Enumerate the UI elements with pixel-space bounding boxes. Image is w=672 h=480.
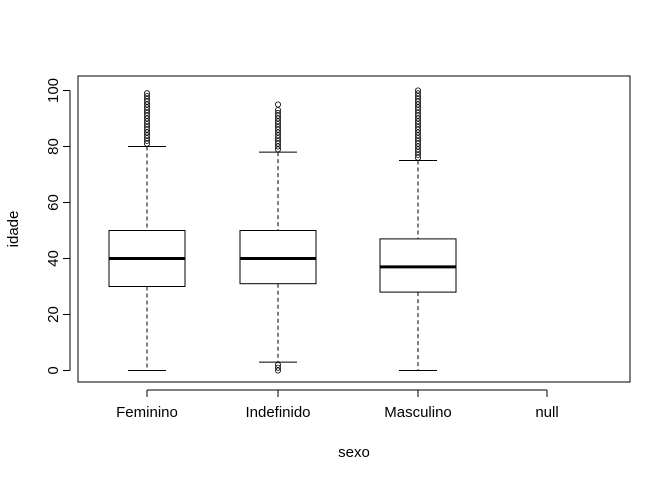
outlier-point [143,126,150,133]
outlier-point [143,123,150,130]
y-tick-label: 80 [45,138,62,155]
outlier-point [274,123,281,130]
outlier-point [274,115,281,122]
box-masculino [379,87,457,371]
outlier-point [274,126,281,133]
plot-frame [77,75,631,383]
outlier-point [414,126,421,133]
outlier-point [274,364,281,371]
y-tick-label: 0 [45,366,62,374]
x-axis-title: sexo [338,444,370,461]
x-tick-label: Masculino [384,404,452,421]
y-tick-label: 100 [45,78,62,103]
x-tick-label: null [535,404,558,421]
outlier-point [274,109,281,116]
outlier-point [274,361,281,368]
outlier-point [414,115,421,122]
outlier-point [274,101,281,108]
outlier-point [414,93,421,100]
outlier-point [414,107,421,114]
outlier-point [143,109,150,116]
y-axis: 0 20 40 60 80 100 [45,78,71,375]
outlier-point [143,135,150,142]
outlier-point [143,104,150,111]
outlier-point [143,118,150,125]
outlier-point [414,123,421,130]
outlier-point [143,93,150,100]
outlier-point [414,101,421,108]
outlier-point [414,109,421,116]
outlier-point [414,143,421,150]
outlier-point [274,107,281,114]
outlier-point [414,132,421,139]
outlier-point [414,121,421,128]
outlier-point [414,95,421,102]
outlier-point [143,107,150,114]
outlier-point [414,87,421,94]
outlier-point [274,118,281,125]
box-feminino [108,90,186,371]
x-tick-label: Indefinido [245,404,310,421]
outlier-point [143,95,150,102]
outlier-point [414,146,421,153]
outlier-point [414,90,421,97]
y-tick-label: 20 [45,306,62,323]
outlier-point [274,132,281,139]
outlier-point [274,135,281,142]
box-series [108,87,457,374]
outlier-point [414,118,421,125]
outlier-point [143,132,150,139]
y-tick-label: 60 [45,194,62,211]
outlier-point [414,98,421,105]
x-axis: Feminino Indefinido Masculino null [116,389,559,421]
outlier-point [143,115,150,122]
x-tick-label: Feminino [116,404,178,421]
outlier-point [274,146,281,153]
outlier-point [414,135,421,142]
outlier-point [274,121,281,128]
outlier-point [143,112,150,119]
outlier-point [274,367,281,374]
outlier-point [143,98,150,105]
outlier-point [143,101,150,108]
outlier-point [414,149,421,156]
box-indefinido [239,101,317,374]
y-tick-label: 40 [45,250,62,267]
outlier-point [274,143,281,150]
outlier-point [414,104,421,111]
y-axis-title: idade [5,211,22,248]
outlier-point [143,121,150,128]
outlier-point [414,112,421,119]
outlier-point [274,112,281,119]
outlier-point [143,90,150,97]
